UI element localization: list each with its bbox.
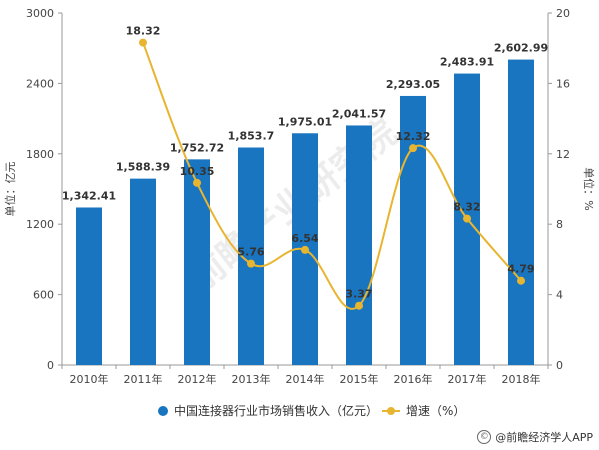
- growth-data-label: 12.32: [396, 130, 431, 143]
- bar: [346, 125, 372, 366]
- bar-data-label: 1,342.41: [62, 189, 116, 202]
- bar: [130, 178, 156, 365]
- legend-item-line: 增速（%）: [382, 402, 465, 419]
- x-tick-label: 2016年: [394, 372, 433, 386]
- y-right-tick-label: 20: [556, 7, 570, 20]
- bar-data-label: 2,041.57: [332, 107, 386, 120]
- x-tick-label: 2012年: [178, 372, 217, 386]
- y-right-tick-label: 4: [556, 289, 563, 302]
- y-left-tick-label: 2400: [26, 77, 54, 90]
- bar: [508, 59, 534, 365]
- x-tick-label: 2018年: [502, 372, 541, 386]
- y-right-tick-label: 0: [556, 359, 563, 372]
- growth-point: [463, 214, 471, 223]
- x-tick-label: 2017年: [448, 372, 487, 386]
- bar: [184, 159, 210, 365]
- growth-point: [247, 259, 255, 268]
- growth-data-label: 8.32: [453, 201, 480, 214]
- y-axis-right-title: 单位：%: [582, 167, 596, 210]
- y-left-tick-label: 0: [47, 359, 54, 372]
- copyright-icon: ©: [477, 430, 492, 444]
- growth-data-label: 6.54: [291, 232, 318, 245]
- growth-data-label: 3.37: [345, 288, 372, 301]
- y-right-tick-label: 16: [556, 77, 570, 90]
- x-tick-label: 2010年: [70, 372, 109, 386]
- legend-item-bar: 中国连接器行业市场销售收入（亿元）: [158, 402, 378, 419]
- x-tick-label: 2015年: [340, 372, 379, 386]
- y-left-tick-label: 1800: [26, 148, 54, 161]
- y-left-tick-label: 600: [33, 289, 54, 302]
- growth-point: [355, 301, 363, 310]
- growth-point: [409, 144, 417, 153]
- bar-data-label: 2,483.91: [440, 56, 494, 69]
- bar-data-label: 1,975.01: [278, 115, 332, 128]
- x-tick-label: 2011年: [124, 372, 163, 386]
- bar-data-label: 2,602.99: [494, 42, 548, 55]
- x-tick-label: 2013年: [232, 372, 271, 386]
- source-text: @前瞻经济学人APP: [495, 431, 593, 444]
- legend: 中国连接器行业市场销售收入（亿元） 增速（%）: [0, 402, 599, 422]
- bar-data-label: 2,293.05: [386, 78, 440, 91]
- source-credit: © @前瞻经济学人APP: [477, 429, 593, 445]
- growth-data-label: 5.76: [237, 246, 264, 259]
- growth-data-label: 4.79: [507, 263, 534, 276]
- y-left-tick-label: 3000: [26, 7, 54, 20]
- bar: [76, 207, 102, 365]
- growth-point: [517, 276, 525, 285]
- bar-data-label: 1,752.72: [170, 141, 224, 154]
- bar-data-label: 1,588.39: [116, 161, 170, 174]
- y-left-tick-label: 1200: [26, 218, 54, 231]
- legend-bar-label: 中国连接器行业市场销售收入（亿元）: [174, 404, 379, 418]
- growth-point: [193, 178, 201, 187]
- growth-point: [301, 245, 309, 254]
- growth-data-label: 10.35: [180, 165, 215, 178]
- y-right-tick-label: 12: [556, 148, 570, 161]
- legend-bar-swatch: [158, 405, 168, 416]
- legend-line-label: 增速（%）: [406, 404, 466, 418]
- bar: [400, 95, 426, 366]
- growth-data-label: 18.32: [126, 25, 161, 38]
- bar-data-label: 1,853.7: [228, 129, 275, 142]
- x-tick-label: 2014年: [286, 372, 325, 386]
- y-right-tick-label: 8: [556, 218, 563, 231]
- legend-line-swatch: [382, 406, 400, 416]
- y-axis-left-title: 单位：亿元: [3, 162, 17, 217]
- growth-point: [139, 38, 147, 47]
